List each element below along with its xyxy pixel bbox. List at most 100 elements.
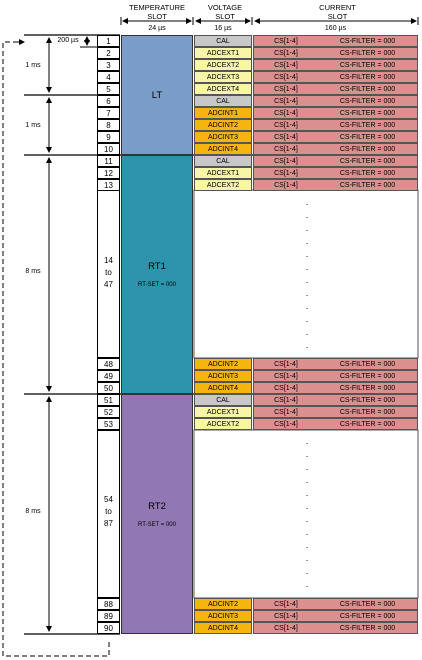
current-source-label: CS[1-4] (274, 109, 298, 117)
current-source-label: CS[1-4] (274, 169, 298, 177)
current-source-label: CS[1-4] (274, 624, 298, 632)
ellipsis-dots-2: · · · · · · · · · · · · (305, 438, 309, 591)
current-cell: CS[1-4] CS-FILTER = 000 (253, 35, 418, 47)
current-cell: CS[1-4] CS-FILTER = 000 (253, 47, 418, 59)
voltage-cell: ADCINT3 (194, 131, 252, 143)
voltage-cell: CAL (194, 35, 252, 47)
slot-number: 50 (97, 382, 120, 394)
current-filter-label: CS-FILTER = 000 (339, 408, 396, 416)
voltage-cell: CAL (194, 394, 252, 406)
rt2-setting: RT-SET = 000 (138, 521, 176, 528)
voltage-cell: ADCEXT1 (194, 406, 252, 418)
range-label-54-87: 54 to 87 (97, 494, 120, 530)
slot-number: 2 (97, 47, 120, 59)
current-source-label: CS[1-4] (274, 420, 298, 428)
ellipsis-dots-1: · · · · · · · · · · · · (305, 199, 309, 352)
current-cell: CS[1-4] CS-FILTER = 000 (253, 382, 418, 394)
current-cell: CS[1-4] CS-FILTER = 000 (253, 167, 418, 179)
current-filter-label: CS-FILTER = 000 (339, 600, 396, 608)
slot-number: 11 (97, 155, 120, 167)
current-cell: CS[1-4] CS-FILTER = 000 (253, 107, 418, 119)
current-source-label: CS[1-4] (274, 61, 298, 69)
rt1-block: RT1 RT-SET = 000 (121, 155, 193, 394)
voltage-cell: ADCINT3 (194, 370, 252, 382)
slot-number: 6 (97, 95, 120, 107)
current-cell: CS[1-4] CS-FILTER = 000 (253, 179, 418, 191)
voltage-cell: ADCEXT2 (194, 59, 252, 71)
slot-number: 5 (97, 83, 120, 95)
voltage-cell: ADCINT4 (194, 622, 252, 634)
slot-number: 88 (97, 598, 120, 610)
current-filter-label: CS-FILTER = 000 (339, 109, 396, 117)
current-cell: CS[1-4] CS-FILTER = 000 (253, 131, 418, 143)
current-cell: CS[1-4] CS-FILTER = 000 (253, 418, 418, 430)
slot-number: 49 (97, 370, 120, 382)
current-source-label: CS[1-4] (274, 360, 298, 368)
current-cell: CS[1-4] CS-FILTER = 000 (253, 370, 418, 382)
slot-number: 48 (97, 358, 120, 370)
lt-label: LT (151, 89, 163, 101)
slot-number: 7 (97, 107, 120, 119)
voltage-cell: ADCINT3 (194, 610, 252, 622)
range-to-word: to (105, 507, 112, 516)
current-cell: CS[1-4] CS-FILTER = 000 (253, 95, 418, 107)
current-source-label: CS[1-4] (274, 408, 298, 416)
current-filter-label: CS-FILTER = 000 (339, 97, 396, 105)
voltage-cell: ADCINT2 (194, 598, 252, 610)
current-filter-label: CS-FILTER = 000 (339, 157, 396, 165)
rt2-label: RT2 (148, 500, 166, 512)
current-source-label: CS[1-4] (274, 396, 298, 404)
slot-number: 10 (97, 143, 120, 155)
current-filter-label: CS-FILTER = 000 (339, 372, 396, 380)
current-slot-duration: 160 µs (324, 25, 347, 32)
current-cell: CS[1-4] CS-FILTER = 000 (253, 394, 418, 406)
current-source-label: CS[1-4] (274, 133, 298, 141)
slot-number: 52 (97, 406, 120, 418)
period-label-2: 1 ms (25, 122, 41, 129)
current-filter-label: CS-FILTER = 000 (339, 85, 396, 93)
rt1-label: RT1 (148, 261, 166, 272)
current-source-label: CS[1-4] (274, 384, 298, 392)
current-cell: CS[1-4] CS-FILTER = 000 (253, 406, 418, 418)
current-cell: CS[1-4] CS-FILTER = 000 (253, 71, 418, 83)
voltage-cell: ADCINT4 (194, 143, 252, 155)
current-cell: CS[1-4] CS-FILTER = 000 (253, 610, 418, 622)
current-filter-label: CS-FILTER = 000 (339, 145, 396, 153)
current-source-label: CS[1-4] (274, 145, 298, 153)
current-filter-label: CS-FILTER = 000 (339, 396, 396, 404)
period-label-1: 1 ms (25, 62, 41, 69)
current-filter-label: CS-FILTER = 000 (339, 49, 396, 57)
current-filter-label: CS-FILTER = 000 (339, 384, 396, 392)
temperature-slot-header: TEMPERATURE SLOT (128, 3, 186, 21)
current-filter-label: CS-FILTER = 000 (339, 360, 396, 368)
voltage-cell: ADCINT4 (194, 382, 252, 394)
voltage-cell: ADCEXT1 (194, 47, 252, 59)
voltage-cell: ADCEXT3 (194, 71, 252, 83)
voltage-cell: ADCEXT4 (194, 83, 252, 95)
current-source-label: CS[1-4] (274, 121, 298, 129)
slot-number: 1 (97, 35, 120, 47)
rt1-setting: RT-SET = 000 (138, 282, 176, 288)
current-source-label: CS[1-4] (274, 37, 298, 45)
voltage-cell: ADCEXT2 (194, 179, 252, 191)
current-source-label: CS[1-4] (274, 181, 298, 189)
current-filter-label: CS-FILTER = 000 (339, 61, 396, 69)
range-from: 14 (104, 256, 113, 265)
voltage-cell: ADCINT2 (194, 358, 252, 370)
slot-number: 51 (97, 394, 120, 406)
lt-block: LT (121, 35, 193, 155)
range-box-1 (97, 190, 120, 358)
current-source-label: CS[1-4] (274, 157, 298, 165)
voltage-cell: ADCEXT2 (194, 418, 252, 430)
current-source-label: CS[1-4] (274, 85, 298, 93)
current-cell: CS[1-4] CS-FILTER = 000 (253, 358, 418, 370)
current-source-label: CS[1-4] (274, 600, 298, 608)
slot-number: 90 (97, 622, 120, 634)
current-slot-header: CURRENT SLOT (319, 3, 356, 21)
slot-duration-label: 200 µs (57, 37, 79, 44)
current-cell: CS[1-4] CS-FILTER = 000 (253, 598, 418, 610)
range-to: 47 (104, 280, 113, 289)
voltage-slot-header: VOLTAGE SLOT (207, 3, 243, 21)
range-label-14-47: 14 to 47 (97, 255, 120, 291)
voltage-slot-duration: 16 µs (214, 25, 232, 32)
